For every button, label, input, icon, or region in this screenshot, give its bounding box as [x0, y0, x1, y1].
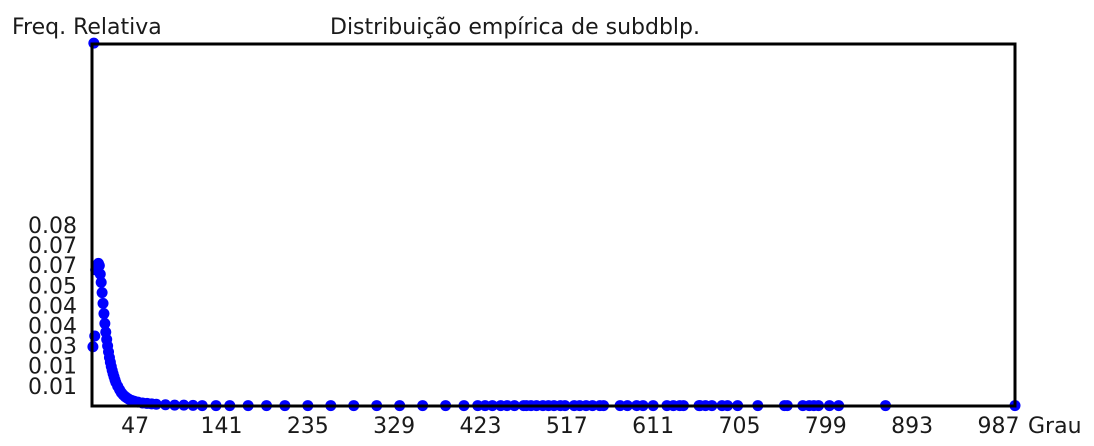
data-point [99, 318, 111, 330]
data-point [95, 276, 107, 288]
chart-title: Distribuição empírica de subdblp. [330, 15, 700, 40]
x-tick-label: 423 [459, 414, 501, 439]
y-tick-label: 0.04 [28, 295, 77, 320]
y-tick-label: 0.08 [28, 214, 77, 239]
x-tick-label: 329 [373, 414, 415, 439]
x-tick-label: 47 [121, 414, 149, 439]
x-axis-label: Grau [1028, 414, 1082, 439]
data-point [94, 268, 106, 280]
x-tick-label: 705 [718, 414, 760, 439]
data-points [87, 37, 1021, 412]
y-tick-label: 0.07 [28, 234, 77, 259]
x-tick-label: 517 [546, 414, 588, 439]
data-point [96, 287, 108, 299]
data-point [93, 260, 105, 272]
data-point [97, 297, 109, 309]
y-axis-ticks: 0.010.010.030.040.040.050.070.070.08 [28, 214, 77, 400]
y-tick-label: 0.04 [28, 315, 77, 340]
x-axis-ticks: 47 141 235 329 423 517 611 705 799 893 987 [121, 414, 1019, 439]
x-tick-label: 141 [200, 414, 242, 439]
y-tick-label: 0.01 [28, 355, 77, 380]
plot-frame [90, 42, 1017, 408]
x-tick-label: 987 [977, 414, 1019, 439]
y-tick-label: 0.05 [28, 274, 77, 299]
x-tick-label: 893 [891, 414, 933, 439]
y-tick-label: 0.03 [28, 334, 77, 359]
data-point [98, 308, 110, 320]
y-tick-label: 0.01 [28, 375, 77, 400]
x-tick-label: 799 [805, 414, 847, 439]
x-tick-label: 235 [287, 414, 329, 439]
y-tick-label: 0.07 [28, 254, 77, 279]
x-tick-label: 611 [632, 414, 674, 439]
y-axis-label: Freq. Relativa [12, 15, 162, 40]
